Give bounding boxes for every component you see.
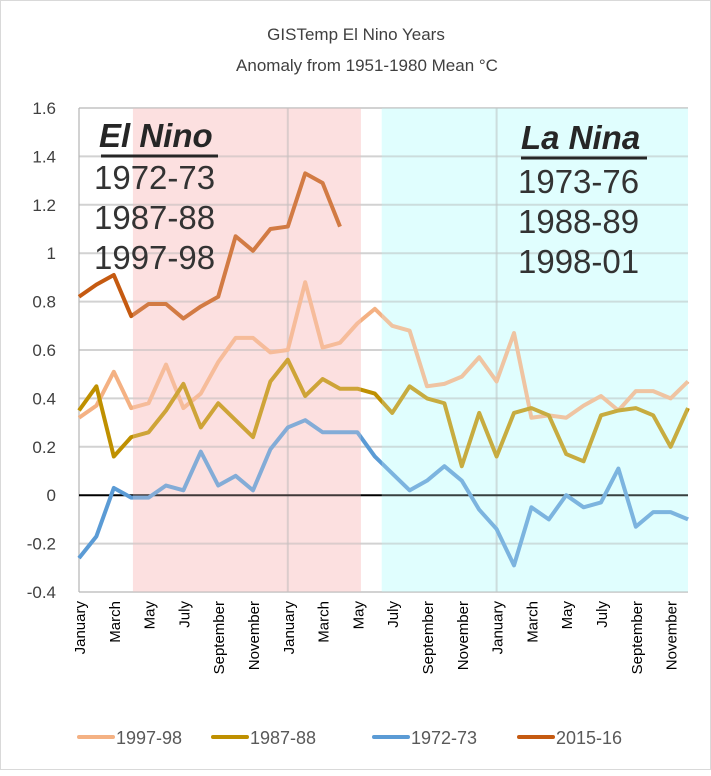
x-tick-label: July	[594, 601, 611, 628]
y-tick-label: 1.2	[32, 196, 56, 215]
legend-item: 2015-16	[519, 728, 622, 748]
el-nino-year: 1987-88	[94, 199, 215, 236]
x-tick-label: March	[316, 601, 333, 643]
x-tick-label: March	[107, 601, 124, 643]
legend-label: 1997-98	[116, 728, 182, 748]
legend-label: 1987-88	[250, 728, 316, 748]
y-tick-label: -0.4	[27, 583, 56, 602]
chart-subtitle: Anomaly from 1951-1980 Mean °C	[236, 56, 498, 75]
x-tick-label: September	[420, 601, 437, 674]
x-tick-label: November	[664, 601, 681, 670]
y-tick-label: 1	[47, 244, 56, 263]
y-tick-label: 0.2	[32, 438, 56, 457]
x-tick-label: March	[524, 601, 541, 643]
legend-label: 2015-16	[556, 728, 622, 748]
y-tick-label: -0.2	[27, 535, 56, 554]
x-tick-label: July	[385, 601, 402, 628]
la-nina-year: 1973-76	[518, 163, 639, 200]
el-nino-year: 1997-98	[94, 239, 215, 276]
la-nina-heading: La Nina	[521, 119, 640, 156]
x-tick-label: November	[246, 601, 263, 670]
legend: 1997-98 1987-88 1972-73 2015-16	[79, 728, 622, 748]
x-tick-label: July	[176, 601, 193, 628]
x-tick-label: May	[142, 601, 159, 630]
el-nino-heading: El Nino	[99, 117, 213, 154]
y-tick-label: 0.4	[32, 389, 56, 408]
x-tick-label: May	[350, 601, 367, 630]
y-tick-label: 1.6	[32, 99, 56, 118]
la-nina-year: 1998-01	[518, 243, 639, 280]
y-tick-label: 0	[47, 486, 56, 505]
legend-item: 1997-98	[79, 728, 182, 748]
legend-item: 1972-73	[374, 728, 477, 748]
y-tick-label: 1.4	[32, 147, 56, 166]
x-tick-label: September	[629, 601, 646, 674]
x-tick-label: May	[559, 601, 576, 630]
x-tick-label: January	[72, 601, 89, 655]
x-tick-label: January	[281, 601, 298, 655]
la-nina-annotation: La Nina 1973-76 1988-89 1998-01	[518, 119, 647, 280]
y-tick-label: 0.6	[32, 341, 56, 360]
y-tick-label: 0.8	[32, 293, 56, 312]
la-nina-year: 1988-89	[518, 203, 639, 240]
x-tick-label: January	[490, 601, 507, 655]
legend-label: 1972-73	[411, 728, 477, 748]
chart-title: GISTemp El Nino Years	[267, 25, 445, 44]
x-tick-label: November	[455, 601, 472, 670]
legend-item: 1987-88	[213, 728, 316, 748]
el-nino-year: 1972-73	[94, 159, 215, 196]
x-tick-label: September	[211, 601, 228, 674]
